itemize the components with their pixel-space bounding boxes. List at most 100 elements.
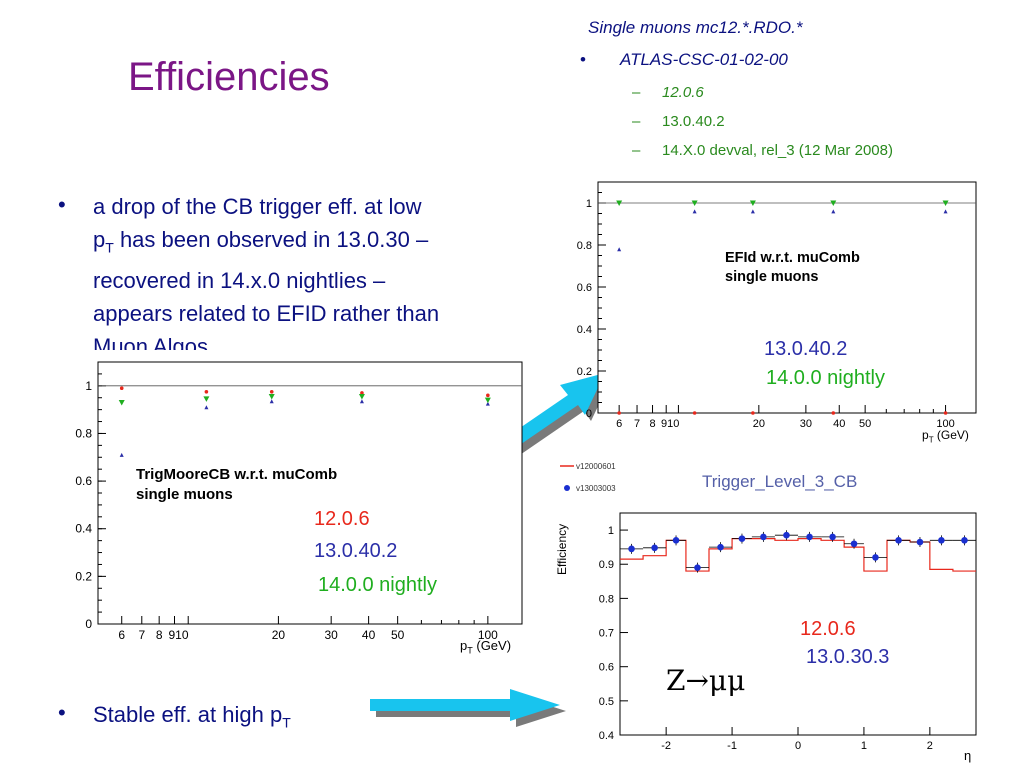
x-tick-label: 7 <box>634 418 640 430</box>
point-13 <box>672 537 680 544</box>
efid-label-14: 14.0.0 nightly <box>766 367 885 389</box>
efid-xlabel-unit: (GeV) <box>936 428 969 442</box>
trigmoore-point-13 <box>485 401 490 406</box>
y-tick-label: 0.8 <box>599 593 614 605</box>
plot-efid-svg: 0 0.2 0.4 0.6 0.8 1 6 7 8 910 20 30 40 50 100 <box>577 181 977 430</box>
dash-1: – <box>632 84 641 101</box>
bullet-1-line-2: pT has been observed in 13.0.30 – <box>93 223 553 264</box>
efid-xlabel: pT (GeV) <box>922 428 969 444</box>
trigmoore-xlabel-t: T <box>467 645 473 656</box>
x-tick-label: 30 <box>800 418 812 430</box>
point-13 <box>938 537 945 544</box>
trigmoore-point-13 <box>204 405 209 410</box>
hist-12 <box>620 538 976 572</box>
efid-point-13 <box>617 247 622 252</box>
point-13 <box>850 540 858 548</box>
slide-title: Efficiencies <box>128 55 330 99</box>
trigmoore-point-14 <box>268 394 275 400</box>
x-tick-label: 910 <box>661 418 679 430</box>
x-tick-label: 6 <box>616 418 622 430</box>
bullet-1-line-4: appears related to EFID rather than <box>93 301 440 327</box>
y-tick-label: 0.2 <box>577 366 592 378</box>
y-tick-label: 0.7 <box>599 628 614 640</box>
header-item-1: 12.0.6 <box>662 84 704 101</box>
br-label-12: 12.0.6 <box>800 618 856 640</box>
point-13 <box>717 543 724 551</box>
arrow-up-right <box>498 373 611 459</box>
header-line2: ATLAS-CSC-01-02-00 <box>620 50 788 69</box>
trigmoore-point-14 <box>118 399 125 406</box>
trigmoore-point-14 <box>358 394 365 400</box>
trigmoore-point-14 <box>203 396 210 402</box>
plot-trigmoore-svg: 0 0.2 0.4 0.6 0.8 1 6 7 8 910 20 30 40 50 100 <box>75 361 523 642</box>
br-legend-2: v13003003 <box>576 484 616 493</box>
trigmoore-label-14: 14.0.0 nightly <box>318 574 437 596</box>
efid-point-13 <box>750 209 755 214</box>
bullet-2-sub: T <box>282 714 291 731</box>
header-bullet: • <box>580 50 586 69</box>
efid-point-12 <box>617 411 621 415</box>
point-13 <box>628 545 635 553</box>
x-tick-label: 20 <box>272 628 286 642</box>
x-tick-label: 7 <box>138 628 145 642</box>
x-tick-label: 2 <box>927 740 933 752</box>
trigmoore-annotation-2: single muons <box>136 486 233 503</box>
dash-2: – <box>632 113 641 130</box>
br-legend-1: v12000601 <box>576 462 616 471</box>
efid-point-13 <box>831 209 836 214</box>
y-tick-label: 0.4 <box>75 522 92 536</box>
trigmoore-point-12 <box>204 389 209 394</box>
br-ylabel: Efficiency <box>555 523 569 575</box>
plot-trigger-level3-svg: 0.4 0.5 0.6 0.7 0.8 0.9 1 -2 -1 0 1 2 <box>560 465 977 752</box>
plot-frame <box>619 512 977 736</box>
trigmoore-point-12 <box>269 389 274 394</box>
y-tick-label: 1 <box>608 525 614 537</box>
br-label-13: 13.0.30.3 <box>806 646 890 668</box>
x-tick-label: 100 <box>936 418 954 430</box>
point-13 <box>738 535 746 542</box>
trigmoore-annotation: TrigMooreCB w.r.t. muComb single muons <box>136 465 337 505</box>
efid-point-14 <box>942 200 949 206</box>
br-title: Trigger_Level_3_CB <box>702 472 858 491</box>
trigmoore-label-13: 13.0.40.2 <box>314 540 398 562</box>
br-label-zmumu: Z→μμ <box>666 664 746 697</box>
y-tick-label: 0.4 <box>577 324 592 336</box>
efid-point-14 <box>830 200 837 206</box>
efid-point-14 <box>616 200 623 206</box>
efid-point-12 <box>831 411 836 415</box>
efid-point-13 <box>692 209 697 214</box>
legend-dot-blue <box>564 485 570 491</box>
bullet-2-text: Stable eff. at high p <box>93 702 283 727</box>
y-tick-label: 0.2 <box>75 569 92 583</box>
trigmoore-annotation-1: TrigMooreCB w.r.t. muComb <box>136 466 338 483</box>
point-13 <box>916 538 924 546</box>
y-tick-label: 0.4 <box>599 730 614 742</box>
trigmoore-point-13 <box>269 399 274 404</box>
trigmoore-point-13 <box>119 452 124 457</box>
point-13 <box>961 537 968 544</box>
point-13 <box>895 537 902 544</box>
x-tick-label: 30 <box>324 628 338 642</box>
x-tick-label: -2 <box>661 740 671 752</box>
plot-efid: 0 0.2 0.4 0.6 0.8 1 6 7 8 910 20 30 40 50 100 <box>560 178 990 448</box>
efid-point-13 <box>943 209 948 214</box>
x-tick-label: 0 <box>795 740 801 752</box>
trigmoore-xlabel: pT (GeV) <box>460 638 511 656</box>
header-item-3: 14.X.0 devval, rel_3 (12 Mar 2008) <box>662 142 893 159</box>
bullet-1-line-5: Muon Algos <box>93 334 208 350</box>
point-13 <box>783 531 790 539</box>
point-13 <box>760 533 767 541</box>
y-tick-label: 0.8 <box>577 240 592 252</box>
x-tick-label: 910 <box>168 628 188 642</box>
point-13 <box>651 544 658 552</box>
point-13 <box>694 564 701 571</box>
x-tick-label: 50 <box>859 418 871 430</box>
x-tick-label: 50 <box>391 628 405 642</box>
trigmoore-point-12 <box>119 386 124 390</box>
pt-sub: T <box>105 239 114 256</box>
x-tick-label: 8 <box>649 418 655 430</box>
y-tick-label: 1 <box>85 379 92 393</box>
x-tick-label: 8 <box>156 628 163 642</box>
pt-main: p <box>93 227 106 252</box>
efid-point-12 <box>943 411 948 415</box>
